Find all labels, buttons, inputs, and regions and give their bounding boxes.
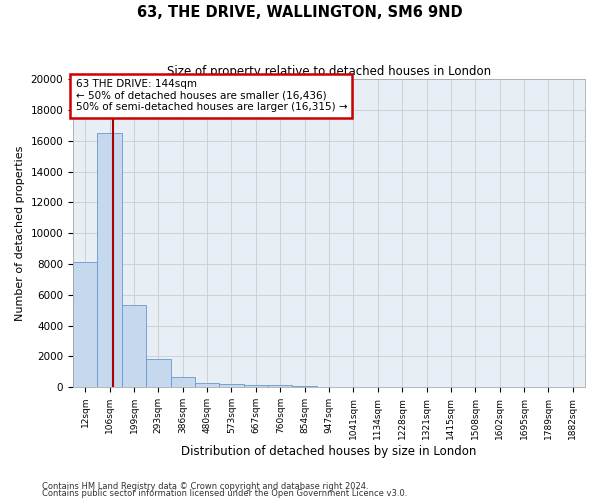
Text: Contains HM Land Registry data © Crown copyright and database right 2024.: Contains HM Land Registry data © Crown c… (42, 482, 368, 491)
Bar (292, 386, 317, 387)
Title: Size of property relative to detached houses in London: Size of property relative to detached ho… (167, 65, 491, 78)
Bar (244, 384, 268, 387)
Bar (170, 377, 195, 387)
X-axis label: Distribution of detached houses by size in London: Distribution of detached houses by size … (181, 444, 477, 458)
Text: Contains public sector information licensed under the Open Government Licence v3: Contains public sector information licen… (42, 490, 407, 498)
Text: 63 THE DRIVE: 144sqm
← 50% of detached houses are smaller (16,436)
50% of semi-d: 63 THE DRIVE: 144sqm ← 50% of detached h… (76, 79, 347, 112)
Bar (195, 383, 220, 387)
Bar (122, 306, 146, 387)
Text: 63, THE DRIVE, WALLINGTON, SM6 9ND: 63, THE DRIVE, WALLINGTON, SM6 9ND (137, 5, 463, 20)
Y-axis label: Number of detached properties: Number of detached properties (15, 146, 25, 321)
Bar (220, 384, 244, 387)
Bar (97, 133, 122, 387)
Bar (268, 385, 292, 387)
Bar (73, 262, 97, 387)
Bar (146, 360, 170, 387)
